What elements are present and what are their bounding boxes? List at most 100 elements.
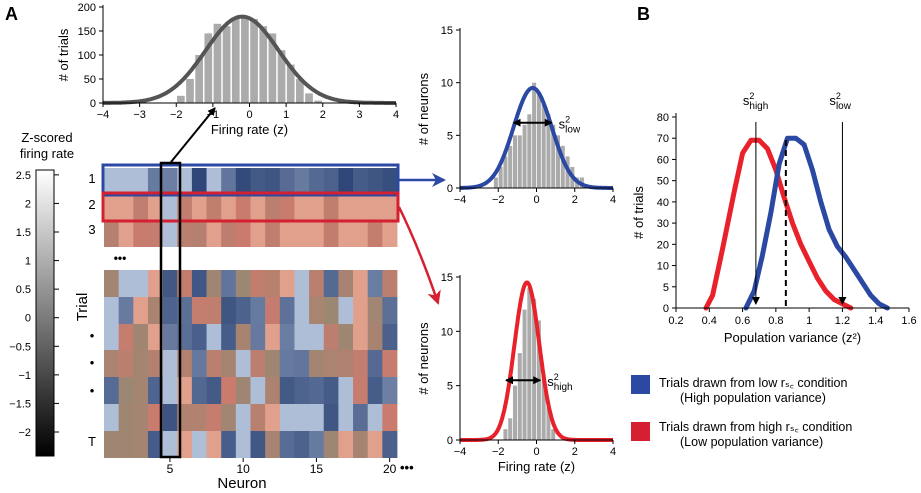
highlight-row-2 [101,191,400,223]
heatmap-cell [323,168,339,195]
heatmap-cell [382,168,398,195]
highlight-row-1 [101,163,400,197]
heatmap-cell [221,377,237,404]
histogram-bar [522,124,527,188]
heatmap-cell [323,350,339,377]
heatmap-cell [147,220,163,247]
y-tick-label: 200 [78,2,96,14]
series-line [703,137,854,311]
heatmap-cell [133,195,149,222]
colorbar-gradient [35,169,55,457]
variance-symbol: s [829,93,836,108]
heatmap-cell [323,195,339,222]
heatmap-cell [191,195,207,222]
trial-histogram-chart: −4 −3 −2 −1 0 1 2 3 4 0 50 100 150 200 # of trials Firi… [56,2,399,137]
histogram-bar [512,385,517,440]
variance-subscript: high [554,382,573,393]
heatmap-cell [104,168,120,195]
heatmap-cell [235,324,251,351]
histogram-bar [560,145,565,188]
y-tick-label: 5 [663,282,669,294]
heatmap-cell [309,297,325,324]
heatmap-cell [309,350,325,377]
heatmap-row-label: 2 [88,197,95,212]
y-tick-label: 50 [657,176,669,188]
y-tick-label: 0 [447,435,453,447]
heatmap-cell [162,168,178,195]
heatmap-cell [162,324,178,351]
gaussian-fit-line [458,85,615,190]
heatmap-cell [191,324,207,351]
heatmap-cell [353,195,369,222]
heatmap-cell [235,270,251,297]
heatmap-cell [104,404,120,431]
heatmap-cell [294,324,310,351]
heatmap-cell [162,431,178,458]
histogram-bar [546,407,551,440]
heatmap-cell [382,431,398,458]
heatmap-cell [221,270,237,297]
x-tick-label: 0 [246,109,252,121]
histogram-bar [536,93,541,188]
heatmap-cell [104,350,120,377]
histogram-bar [204,33,213,103]
heatmap-cell [206,404,222,431]
heatmap-cell [367,404,383,431]
histogram-bar [508,145,513,188]
heatmap-cell [294,220,310,247]
heatmap-cell [221,404,237,431]
heatmap-cell [338,297,354,324]
heatmap-cell [147,431,163,458]
heatmap-cell [294,377,310,404]
heatmap-cell [353,297,369,324]
heatmap-cell [265,431,281,458]
heatmap-cell [279,220,295,247]
heatmap-cell [309,404,325,431]
histogram-bar [493,177,498,188]
histogram-bar [556,135,561,188]
variance-subscript: low [836,101,852,112]
heatmap-cell [162,350,178,377]
colorbar-tick-label: 1 [25,256,31,268]
panel-a-label: A [5,4,18,24]
heatmap-cell [191,168,207,195]
heatmap-cell [309,168,325,195]
heatmap-cell [133,377,149,404]
heatmap-cell [206,270,222,297]
highlight-neuron-5 [159,161,182,459]
heatmap-cell [353,270,369,297]
x-tick-label: −3 [133,109,146,121]
heatmap-cell [162,297,178,324]
heatmap-cell [367,220,383,247]
heatmap-cell [294,168,310,195]
heatmap-cell [104,220,120,247]
heatmap-cell [221,350,237,377]
legend-swatch-red [631,422,650,441]
histogram-bar [522,309,527,440]
heatmap-cell [382,195,398,222]
heatmap-cell [235,168,251,195]
y-tick-label: 60 [657,154,669,166]
heatmap-cell [250,220,266,247]
heatmap-cell [265,220,281,247]
heatmap-cell [265,377,281,404]
row2-to-histogram-arrow [397,206,441,305]
heatmap-cell [353,404,369,431]
heatmap-cell [206,324,222,351]
heatmap-cell [279,377,295,404]
y-tick-label: 5 [447,381,453,393]
heatmap-cell [309,431,325,458]
column-to-histogram-arrow [170,107,216,163]
x-tick-label: 1.4 [868,315,883,327]
heatmap-row-label: • [90,383,95,398]
histogram-bar [286,64,295,103]
x-tick-label: −2 [492,446,505,458]
x-tick-label: 3 [356,109,362,121]
heatmap-cell [279,297,295,324]
legend: Trials drawn from low rₛ꜀ condition (Hig… [631,375,852,449]
heatmap-row-label: 3 [88,222,95,237]
x-tick-label: −4 [97,109,110,121]
heatmap-cell [367,297,383,324]
heatmap-cell [250,324,266,351]
histogram-bar [259,26,268,104]
